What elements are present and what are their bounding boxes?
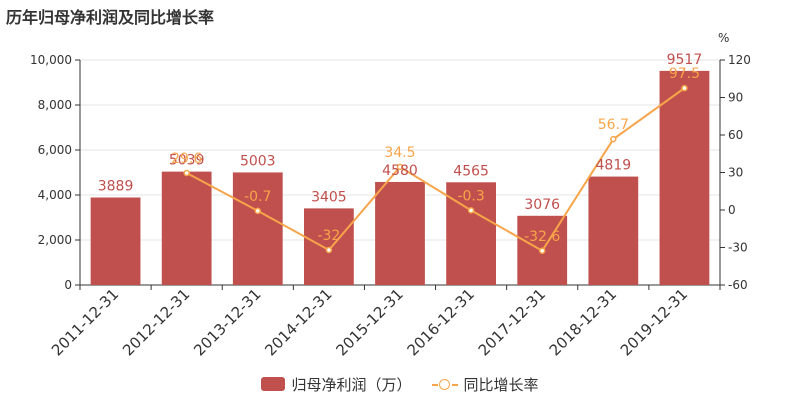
bar-value-label: 9517 [667, 52, 703, 68]
growth-line [186, 87, 686, 253]
bar [588, 176, 639, 285]
y-right-tick-label: 120 [728, 53, 751, 67]
legend: 归母净利润（万） 同比增长率 [0, 372, 800, 396]
y-right-tick-label: 0 [728, 203, 736, 217]
y-left-tick-label: 2,000 [38, 233, 72, 247]
legend-bar-label: 归母净利润（万） [291, 375, 412, 394]
legend-item-line[interactable]: 同比增长率 [431, 374, 539, 395]
y-left-tick-label: 10,000 [30, 53, 72, 67]
growth-point [325, 246, 333, 254]
bar-value-label: 4819 [596, 158, 632, 174]
y-left-tick-label: 6,000 [38, 143, 72, 157]
legend-line-label: 同比增长率 [463, 375, 539, 394]
y-left-tick-label: 4,000 [38, 188, 72, 202]
growth-value-label: -32 [317, 228, 340, 244]
y-right-tick-label: -30 [728, 241, 748, 255]
growth-point [681, 84, 688, 92]
growth-value-label: -0.3 [457, 188, 484, 204]
x-tick-label: 2014-12-31 [261, 285, 335, 359]
growth-point [610, 135, 617, 143]
bar [375, 181, 425, 285]
x-tick-label: 2012-12-31 [119, 285, 193, 359]
legend-line-swatch [431, 377, 458, 391]
y-left-tick-label: 8,000 [38, 98, 72, 112]
bar [161, 171, 212, 285]
y-left-tick-label: 0 [64, 278, 72, 292]
growth-value-label: 29.6 [171, 151, 202, 167]
x-tick-label: 2018-12-31 [546, 285, 620, 359]
bar-value-label: 4580 [382, 163, 418, 179]
growth-value-label: -32.6 [524, 229, 560, 245]
x-tick-label: 2011-12-31 [48, 285, 122, 359]
growth-point [254, 207, 262, 215]
bar [659, 70, 710, 286]
growth-point [183, 169, 190, 177]
growth-point [538, 247, 546, 254]
y-right-tick-label: 60 [728, 128, 743, 142]
bar-value-label: 4565 [453, 163, 489, 179]
growth-point [396, 163, 404, 171]
y-right-tick-label: 90 [728, 91, 743, 105]
bar-value-label: 5003 [240, 153, 276, 169]
growth-value-label: 34.5 [384, 145, 415, 161]
growth-value-label: 56.7 [598, 117, 629, 133]
x-tick-label: 2016-12-31 [404, 285, 478, 359]
bar-value-label: 3076 [524, 197, 560, 213]
bar [232, 172, 283, 285]
x-tick-label: 2017-12-31 [475, 285, 549, 359]
bar-value-label: 3405 [311, 189, 347, 205]
x-tick-label: 2019-12-31 [617, 285, 691, 359]
growth-point [467, 207, 475, 214]
x-tick-label: 2013-12-31 [190, 285, 264, 359]
y-right-unit: % [718, 31, 729, 45]
y-right-tick-label: -60 [728, 278, 748, 292]
bar-value-label: 5039 [169, 153, 205, 169]
bar [90, 197, 141, 285]
y-right-tick-label: 30 [728, 166, 743, 180]
legend-bar-swatch [261, 377, 286, 391]
bar [304, 208, 354, 285]
bar-value-label: 3889 [98, 178, 134, 194]
legend-item-bar[interactable]: 归母净利润（万） [261, 374, 412, 395]
growth-value-label: -0.7 [244, 189, 271, 205]
x-tick-label: 2015-12-31 [332, 285, 406, 359]
growth-value-label: 97.5 [669, 66, 700, 82]
chart-title: 历年归母净利润及同比增长率 [6, 8, 215, 27]
